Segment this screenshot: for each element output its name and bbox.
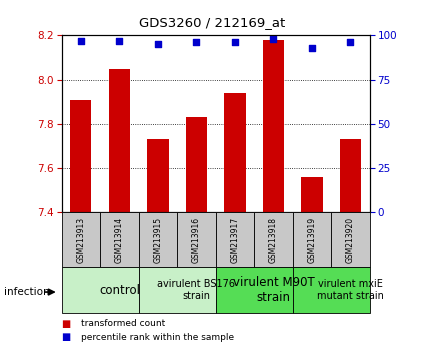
- Text: transformed count: transformed count: [81, 319, 165, 329]
- Bar: [62, 267, 139, 313]
- Bar: [100, 212, 139, 267]
- Bar: [139, 267, 215, 313]
- Text: control: control: [99, 284, 140, 297]
- Text: GSM213918: GSM213918: [269, 217, 278, 263]
- Text: ■: ■: [62, 319, 71, 329]
- Bar: [301, 177, 323, 212]
- Bar: [70, 99, 91, 212]
- Text: GSM213913: GSM213913: [76, 217, 85, 263]
- Text: GSM213914: GSM213914: [115, 217, 124, 263]
- Bar: [177, 212, 215, 267]
- Bar: [254, 212, 293, 267]
- Point: [116, 38, 123, 44]
- Bar: [293, 212, 331, 267]
- Text: GSM213919: GSM213919: [307, 217, 317, 263]
- Bar: [109, 69, 130, 212]
- Text: ■: ■: [62, 332, 71, 342]
- Bar: [215, 212, 254, 267]
- Text: GSM213917: GSM213917: [230, 217, 239, 263]
- Point: [347, 40, 354, 45]
- Text: percentile rank within the sample: percentile rank within the sample: [81, 332, 234, 342]
- Bar: [340, 139, 361, 212]
- Text: GSM213916: GSM213916: [192, 217, 201, 263]
- Text: GSM213920: GSM213920: [346, 217, 355, 263]
- Bar: [293, 267, 370, 313]
- Bar: [62, 212, 100, 267]
- Point: [270, 36, 277, 42]
- Bar: [263, 40, 284, 212]
- Bar: [215, 267, 293, 313]
- Bar: [224, 93, 246, 212]
- Text: virulent mxiE
mutant strain: virulent mxiE mutant strain: [317, 279, 384, 301]
- Bar: [186, 117, 207, 212]
- Point: [309, 45, 315, 51]
- Point: [232, 40, 238, 45]
- Point: [155, 41, 162, 47]
- Bar: [147, 139, 168, 212]
- Text: GDS3260 / 212169_at: GDS3260 / 212169_at: [139, 16, 286, 29]
- Point: [193, 40, 200, 45]
- Text: virulent M90T
strain: virulent M90T strain: [232, 276, 314, 304]
- Text: GSM213915: GSM213915: [153, 217, 162, 263]
- Bar: [139, 212, 177, 267]
- Text: avirulent BS176
strain: avirulent BS176 strain: [157, 279, 235, 301]
- Point: [77, 38, 84, 44]
- Bar: [331, 212, 370, 267]
- Text: infection: infection: [4, 287, 50, 297]
